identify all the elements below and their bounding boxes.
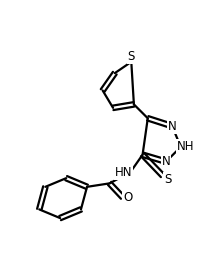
Text: S: S bbox=[128, 50, 135, 63]
Text: N: N bbox=[168, 120, 177, 132]
Text: NH: NH bbox=[177, 140, 195, 153]
Text: N: N bbox=[162, 155, 170, 168]
Text: S: S bbox=[164, 172, 171, 186]
Text: O: O bbox=[123, 191, 132, 204]
Text: HN: HN bbox=[115, 166, 132, 179]
